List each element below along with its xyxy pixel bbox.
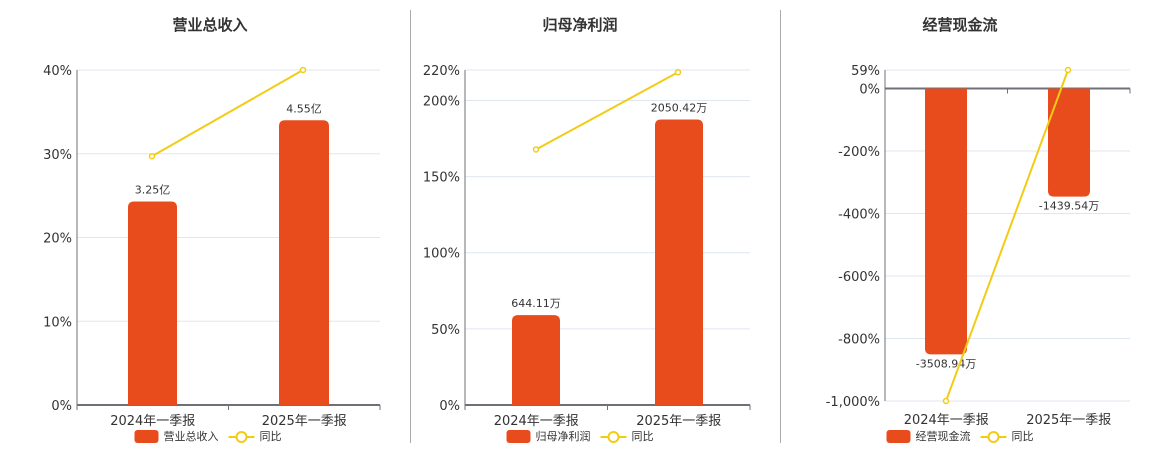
legend-line-label[interactable]: 同比 [259, 430, 282, 443]
yoy-point[interactable] [532, 146, 540, 153]
legend-net-profit: 归母净利润 同比 [506, 428, 654, 444]
legend-bar-swatch[interactable] [506, 429, 531, 443]
y-tick-label: 150% [423, 171, 460, 186]
bar-operating-cashflow[interactable] [1048, 88, 1090, 197]
y-tick-label: 100% [423, 247, 460, 262]
y-tick-label: -400% [838, 207, 880, 222]
legend-bar-label[interactable]: 经营现金流 [915, 430, 971, 443]
bar-revenue[interactable] [128, 201, 177, 405]
y-tick-label: -600% [838, 270, 880, 285]
legend-bar-swatch[interactable] [134, 429, 159, 443]
bar-operating-cashflow[interactable] [925, 88, 967, 355]
bar-value-label: 2050.42万 [651, 101, 708, 114]
chart-title-operating-cashflow: 经营现金流 [922, 16, 998, 34]
bar-value-label: -1439.54万 [1039, 200, 1099, 213]
yoy-point[interactable] [942, 397, 950, 405]
legend-line-icon[interactable] [980, 430, 1007, 443]
legend-operating-cashflow: 经营现金流 同比 [886, 428, 1034, 444]
y-tick-label: 0% [859, 82, 880, 97]
yoy-line [151, 69, 304, 158]
bar-value-label: 3.25亿 [135, 183, 171, 196]
y-tick-label: 220% [423, 64, 460, 79]
yoy-point[interactable] [299, 66, 307, 74]
x-category-label: 2025年一季报 [262, 414, 347, 429]
x-category-label: 2025年一季报 [636, 414, 721, 429]
legend-line-icon[interactable] [600, 430, 627, 443]
panel-divider [410, 10, 411, 443]
bar-value-label: 644.11万 [511, 297, 561, 310]
bar-value-label: 4.55亿 [286, 102, 322, 115]
y-tick-label: 40% [43, 64, 72, 79]
yoy-point[interactable] [148, 153, 156, 160]
yoy-line [535, 71, 679, 151]
chart-title-revenue: 营业总收入 [172, 16, 248, 34]
bar-value-label: -3508.94万 [916, 357, 976, 370]
legend-revenue: 营业总收入 同比 [134, 428, 282, 444]
x-category-label: 2025年一季报 [1026, 413, 1111, 428]
x-category-label: 2024年一季报 [110, 414, 195, 429]
legend-bar-label[interactable]: 归母净利润 [535, 430, 591, 443]
y-tick-label: 0% [51, 399, 72, 414]
yoy-line [945, 69, 1069, 402]
chart-title-net-profit: 归母净利润 [542, 16, 618, 34]
y-tick-label: 0% [439, 399, 460, 414]
legend-bar-swatch[interactable] [886, 429, 911, 443]
y-tick-label: -200% [838, 145, 880, 160]
y-tick-label: 50% [431, 323, 460, 338]
y-tick-label: -1,000% [826, 395, 880, 410]
y-tick-label: -800% [838, 332, 880, 347]
y-tick-label: 10% [43, 315, 72, 330]
legend-bar-label[interactable]: 营业总收入 [163, 430, 219, 443]
bar-net-profit[interactable] [512, 315, 560, 405]
yoy-point[interactable] [674, 69, 682, 76]
x-category-label: 2024年一季报 [494, 414, 579, 429]
legend-line-label[interactable]: 同比 [1011, 430, 1034, 443]
y-tick-label: 30% [43, 148, 72, 163]
y-tick-label: 20% [43, 232, 72, 247]
bar-revenue[interactable] [279, 120, 329, 405]
yoy-point[interactable] [1064, 66, 1072, 74]
legend-line-label[interactable]: 同比 [631, 430, 654, 443]
panel-divider [780, 10, 781, 443]
y-tick-label: 200% [423, 94, 460, 109]
x-category-label: 2024年一季报 [904, 413, 989, 428]
bar-net-profit[interactable] [655, 119, 703, 405]
legend-line-icon[interactable] [228, 430, 255, 443]
y-tick-label: 59% [851, 64, 880, 79]
